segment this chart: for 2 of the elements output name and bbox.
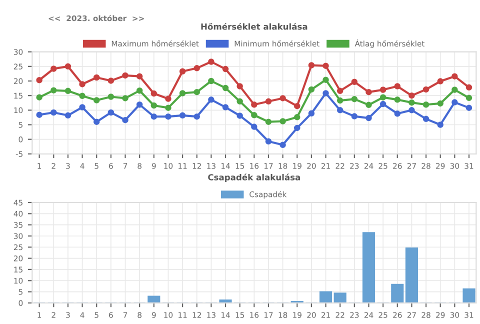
chart-title: Csapadék alakulása: [208, 174, 300, 182]
chart-title: Hőmérséklet alakulása: [201, 22, 308, 30]
